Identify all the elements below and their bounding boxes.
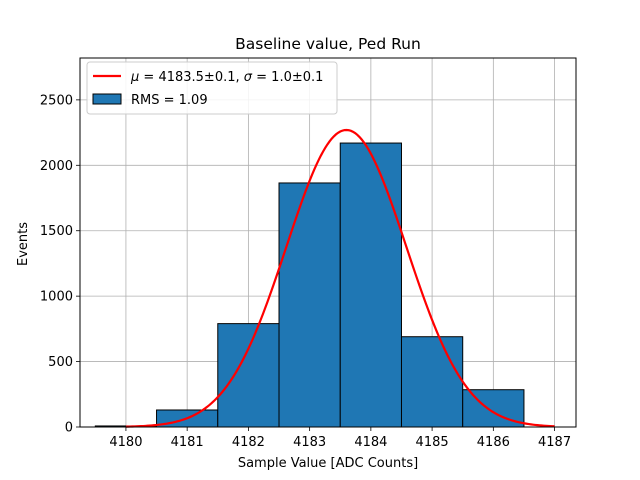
histogram-bar xyxy=(278,182,341,428)
y-tick-label: 2500 xyxy=(40,93,73,108)
legend-box xyxy=(86,61,338,115)
legend-mu-value: = 4183.5±0.1, xyxy=(139,70,243,85)
histogram-bar xyxy=(339,142,402,428)
histogram-bar xyxy=(217,323,280,428)
x-tick-label: 4180 xyxy=(109,435,142,450)
x-tick-label: 4181 xyxy=(171,435,204,450)
x-axis-label: Sample Value [ADC Counts] xyxy=(238,456,418,471)
legend-sigma-symbol: σ xyxy=(244,70,253,85)
chart-title: Baseline value, Ped Run xyxy=(235,35,421,53)
y-tick-label: 1500 xyxy=(40,224,73,239)
axis-ticks: 4180 4181 4182 4183 4184 4185 4186 4187 0 500 1000… xyxy=(40,93,571,450)
legend-sigma-value: = 1.0±0.1 xyxy=(252,70,323,85)
x-tick-label: 4182 xyxy=(232,435,265,450)
legend-mu-symbol: μ xyxy=(130,70,139,85)
y-axis-label: Events xyxy=(16,222,31,266)
x-tick-label: 4183 xyxy=(293,435,326,450)
y-tick-label: 1000 xyxy=(40,290,73,305)
axes-frame xyxy=(79,57,577,428)
y-tick-label: 0 xyxy=(65,421,73,436)
x-tick-label: 4184 xyxy=(354,435,387,450)
legend-fit-label: μ = 4183.5±0.1, σ = 1.0±0.1 xyxy=(130,70,323,85)
histogram-bar xyxy=(400,336,464,428)
x-tick-label: 4185 xyxy=(416,435,449,450)
legend-hist-label: RMS = 1.09 xyxy=(131,93,208,108)
y-tick-label: 2000 xyxy=(40,159,73,174)
gaussian-fit-curve xyxy=(125,128,555,428)
x-tick-label: 4187 xyxy=(538,435,571,450)
histogram-bars xyxy=(94,142,525,428)
legend: μ = 4183.5±0.1, σ = 1.0±0.1 RMS = 1.09 xyxy=(86,61,338,115)
x-tick-label: 4186 xyxy=(477,435,510,450)
legend-hist-swatch xyxy=(92,93,122,105)
y-tick-label: 500 xyxy=(48,355,73,370)
